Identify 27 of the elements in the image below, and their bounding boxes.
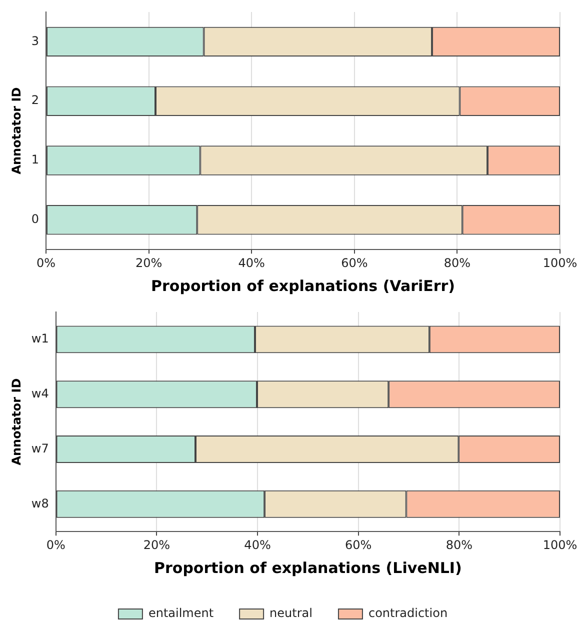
x-tick-label: 60% xyxy=(345,538,372,552)
x-tick-label: 0% xyxy=(36,256,56,270)
legend-label: neutral xyxy=(270,606,312,620)
x-tick-label: 40% xyxy=(238,256,265,270)
x-axis-title: Proportion of explanations (LiveNLI) xyxy=(154,558,462,577)
y-tick-label: 1 xyxy=(31,152,40,167)
legend-label: contradiction xyxy=(368,606,448,620)
y-axis-title: Annotator ID xyxy=(9,87,24,174)
x-tick-label: 60% xyxy=(341,256,368,270)
y-tick-label: 2 xyxy=(31,93,40,108)
x-tick-label: 100% xyxy=(542,256,578,270)
legend-label: entailment xyxy=(148,606,214,620)
y-tick-label: w1 xyxy=(31,332,49,346)
y-axis-title: Annotator ID xyxy=(9,378,24,466)
y-tick-label: w8 xyxy=(31,496,49,510)
x-tick-label: 20% xyxy=(135,256,162,270)
x-tick-label: 40% xyxy=(244,538,271,552)
x-tick-label: 100% xyxy=(542,538,578,552)
y-tick-label: 3 xyxy=(31,34,40,48)
y-tick-label: 0 xyxy=(31,212,40,226)
x-tick-label: 0% xyxy=(46,538,66,552)
x-tick-label: 20% xyxy=(143,538,170,552)
x-tick-label: 80% xyxy=(446,538,473,552)
y-tick-label: w7 xyxy=(31,441,49,456)
x-axis-title: Proportion of explanations (VariErr) xyxy=(151,276,456,295)
y-tick-label: w4 xyxy=(31,386,49,400)
x-tick-label: 80% xyxy=(444,256,471,270)
